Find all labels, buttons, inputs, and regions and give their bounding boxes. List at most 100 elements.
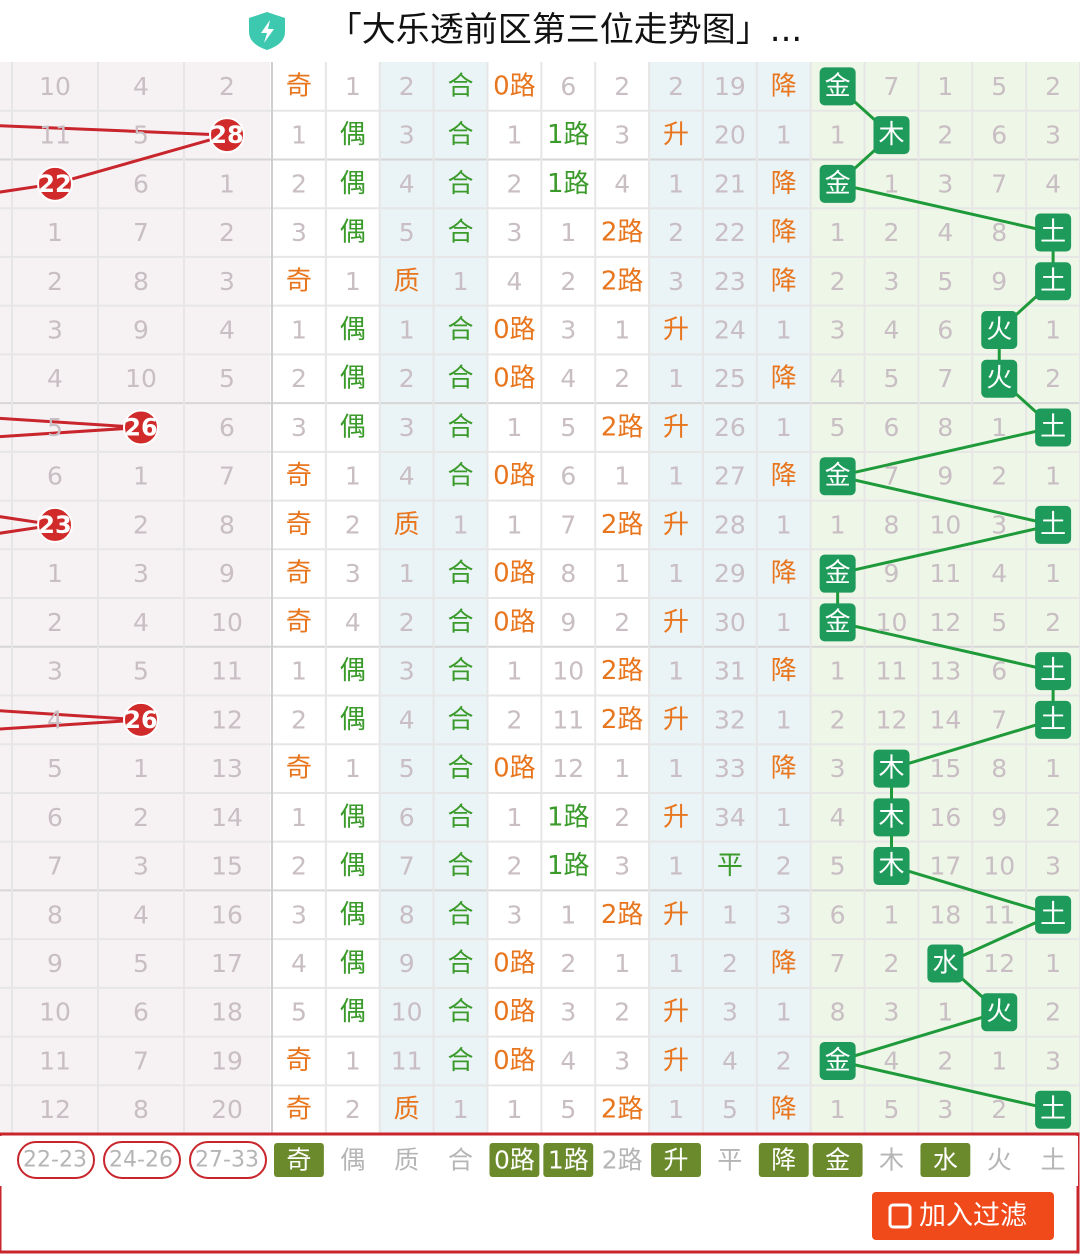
- miss-count: 2: [399, 608, 415, 637]
- filter-chip[interactable]: [866, 1143, 917, 1177]
- hit-label: 1路: [547, 851, 590, 881]
- miss-count: 2: [1045, 364, 1061, 393]
- miss-count: 7: [991, 705, 1007, 734]
- miss-count: 8: [991, 218, 1007, 247]
- button-label: 加入过滤: [919, 1201, 1027, 1232]
- miss-count: 4: [345, 608, 361, 637]
- miss-count: 8: [884, 510, 900, 539]
- miss-count: 4: [399, 462, 415, 491]
- miss-count: 2: [399, 72, 415, 101]
- miss-count: 1: [776, 413, 792, 442]
- miss-count: 2: [506, 705, 522, 734]
- filter-chip[interactable]: [597, 1143, 648, 1177]
- miss-count: 6: [47, 462, 63, 491]
- hit-label: 2路: [601, 412, 644, 442]
- filter-chip-selected[interactable]: [920, 1143, 971, 1177]
- miss-count: 1: [722, 900, 738, 929]
- miss-count: 6: [991, 657, 1007, 686]
- miss-count: 4: [219, 316, 235, 345]
- filter-chip[interactable]: [1028, 1143, 1079, 1177]
- miss-count: 1: [668, 949, 684, 978]
- filter-chip-selected[interactable]: [758, 1143, 809, 1177]
- miss-count: 3: [399, 413, 415, 442]
- trend-line: [891, 864, 1054, 917]
- miss-count: 11: [929, 559, 961, 588]
- hit-label: 2路: [601, 656, 644, 686]
- miss-count: 1: [506, 803, 522, 832]
- hit-label: 质: [394, 266, 420, 296]
- range-chip[interactable]: [17, 1141, 95, 1179]
- miss-count: 2: [506, 169, 522, 198]
- miss-count: 31: [714, 657, 746, 686]
- ball-number: 22: [38, 170, 71, 198]
- filter-chip-selected[interactable]: [274, 1143, 324, 1177]
- miss-count: 7: [830, 949, 846, 978]
- filter-chip-selected[interactable]: [543, 1143, 594, 1177]
- miss-count: 9: [219, 559, 235, 588]
- miss-count: 24: [714, 316, 746, 345]
- filter-chip[interactable]: [704, 1143, 755, 1177]
- miss-count: 1: [776, 316, 792, 345]
- miss-count: 7: [399, 852, 415, 881]
- miss-count: 5: [133, 949, 149, 978]
- miss-count: 3: [668, 267, 684, 296]
- miss-count: 10: [391, 998, 423, 1027]
- miss-count: 9: [133, 316, 149, 345]
- filter-chip-selected[interactable]: [489, 1143, 540, 1177]
- miss-count: 17: [929, 852, 961, 881]
- miss-count: 8: [937, 413, 953, 442]
- hit-label: 1路: [547, 120, 590, 150]
- hit-label: 偶: [340, 218, 366, 248]
- miss-count: 2: [830, 705, 846, 734]
- filter-chip[interactable]: [435, 1143, 486, 1177]
- filter-label: 偶: [340, 1146, 365, 1175]
- filter-chip[interactable]: [327, 1143, 378, 1177]
- miss-count: 4: [884, 316, 900, 345]
- hit-label: 合: [448, 802, 474, 832]
- hit-label: 奇: [286, 607, 312, 637]
- miss-count: 1: [453, 1095, 469, 1124]
- miss-count: 1: [884, 900, 900, 929]
- filter-label: 0路: [494, 1146, 535, 1175]
- miss-count: 28: [714, 510, 746, 539]
- miss-count: 1: [219, 169, 235, 198]
- add-filter-button[interactable]: [872, 1192, 1054, 1240]
- miss-count: 2: [291, 705, 307, 734]
- miss-count: 1: [830, 1095, 846, 1124]
- miss-count: 1: [291, 657, 307, 686]
- miss-count: 2: [560, 949, 576, 978]
- miss-count: 1: [776, 608, 792, 637]
- element-label: 金: [825, 461, 851, 491]
- filter-chip-selected[interactable]: [812, 1143, 863, 1177]
- miss-count: 5: [722, 1095, 738, 1124]
- miss-count: 4: [133, 608, 149, 637]
- miss-count: 1: [345, 72, 361, 101]
- filter-chip[interactable]: [974, 1143, 1025, 1177]
- miss-count: 27: [714, 462, 746, 491]
- filter-chip-selected[interactable]: [651, 1143, 701, 1177]
- filter-chip[interactable]: [381, 1143, 432, 1177]
- element-badge: [819, 603, 856, 642]
- miss-count: 1: [506, 413, 522, 442]
- miss-count: 3: [506, 900, 522, 929]
- range-chip[interactable]: [189, 1141, 267, 1179]
- miss-count: 5: [399, 754, 415, 783]
- range-chip[interactable]: [103, 1141, 181, 1179]
- miss-count: 14: [211, 803, 243, 832]
- filter-label: 金: [825, 1146, 850, 1175]
- miss-count: 9: [560, 608, 576, 637]
- hit-label: 偶: [340, 900, 366, 930]
- miss-count: 5: [560, 1095, 576, 1124]
- miss-count: 3: [133, 852, 149, 881]
- miss-count: 1: [1045, 462, 1061, 491]
- element-badge: [1035, 213, 1072, 252]
- miss-count: 8: [399, 900, 415, 929]
- miss-count: 5: [399, 218, 415, 247]
- hit-label: 降: [771, 218, 797, 248]
- hit-label: 1路: [547, 169, 590, 199]
- miss-count: 2: [291, 169, 307, 198]
- hit-label: 奇: [286, 71, 312, 101]
- element-label: 金: [825, 559, 851, 589]
- element-badge: [1035, 505, 1072, 544]
